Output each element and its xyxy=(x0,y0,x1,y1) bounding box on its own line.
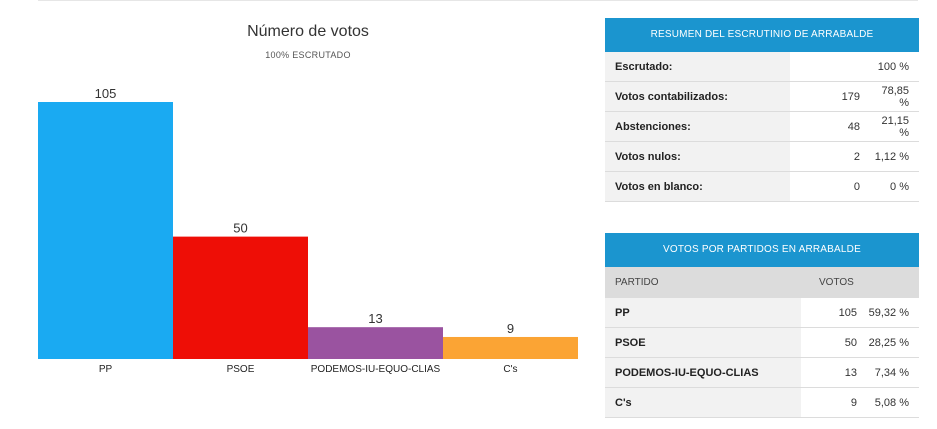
category-label: PP xyxy=(99,364,113,375)
summary-label: Escrutado: xyxy=(605,52,790,82)
summary-percent: 100 % xyxy=(870,52,919,82)
summary-percent: 0 % xyxy=(870,171,919,202)
column-votes-header: VOTOS xyxy=(801,267,919,298)
category-label: PODEMOS-IU-EQUO-CLIAS xyxy=(311,364,441,375)
bar-c-s xyxy=(443,336,578,359)
summary-row: Escrutado: 100 % xyxy=(605,52,919,82)
summary-label: Votos en blanco: xyxy=(605,171,790,202)
summary-label: Votos nulos: xyxy=(605,141,790,172)
parties-panel: VOTOS POR PARTIDOS EN ARRABALDE PARTIDO … xyxy=(605,233,919,418)
column-party-header: PARTIDO xyxy=(605,267,801,298)
summary-row: Votos contabilizados: 179 78,85 % xyxy=(605,81,919,112)
summary-count: 2 xyxy=(790,141,870,172)
parties-table: PARTIDO VOTOS PP 105 59,32 % PSOE 50 28,25 % P… xyxy=(605,267,919,418)
top-divider xyxy=(38,0,918,1)
category-label: C's xyxy=(503,364,517,375)
party-row: C's 9 5,08 % xyxy=(605,387,919,418)
party-name: PODEMOS-IU-EQUO-CLIAS xyxy=(605,357,801,388)
summary-percent: 21,15 % xyxy=(870,111,919,142)
bar-value-label: 9 xyxy=(507,321,514,336)
vote-bar-chart: Número de votos 100% ESCRUTADO 105 PP 50 PS… xyxy=(38,23,578,375)
party-name: C's xyxy=(605,387,801,418)
party-votes: 9 xyxy=(801,387,867,418)
summary-count: 48 xyxy=(790,111,870,142)
bar-value-label: 50 xyxy=(233,221,247,236)
summary-percent: 78,85 % xyxy=(870,81,919,112)
party-row: PP 105 59,32 % xyxy=(605,297,919,328)
bar-podemos-iu-equo-clias xyxy=(308,327,443,359)
party-name: PP xyxy=(605,297,801,328)
category-label: PSOE xyxy=(227,364,255,375)
party-percent: 59,32 % xyxy=(867,297,919,328)
party-percent: 7,34 % xyxy=(867,357,919,388)
summary-label: Abstenciones: xyxy=(605,111,790,142)
party-votes: 105 xyxy=(801,297,867,328)
party-percent: 28,25 % xyxy=(867,327,919,358)
party-name: PSOE xyxy=(605,327,801,358)
party-row: PODEMOS-IU-EQUO-CLIAS 13 7,34 % xyxy=(605,357,919,388)
party-row: PSOE 50 28,25 % xyxy=(605,327,919,358)
summary-label: Votos contabilizados: xyxy=(605,81,790,112)
summary-panel: RESUMEN DEL ESCRUTINIO DE ARRABALDE Escr… xyxy=(605,18,919,202)
bar-psoe xyxy=(173,236,308,359)
party-percent: 5,08 % xyxy=(867,387,919,418)
summary-row: Abstenciones: 48 21,15 % xyxy=(605,111,919,142)
summary-row: Votos nulos: 2 1,12 % xyxy=(605,141,919,172)
summary-count xyxy=(790,52,870,82)
summary-count: 0 xyxy=(790,171,870,202)
bar-value-label: 105 xyxy=(95,86,117,101)
summary-percent: 1,12 % xyxy=(870,141,919,172)
bar-pp xyxy=(38,102,173,359)
chart-subtitle: 100% ESCRUTADO xyxy=(265,50,351,60)
parties-header: VOTOS POR PARTIDOS EN ARRABALDE xyxy=(605,233,919,267)
parties-column-header: PARTIDO VOTOS xyxy=(605,267,919,298)
summary-row: Votos en blanco: 0 0 % xyxy=(605,171,919,202)
summary-table: Escrutado: 100 % Votos contabilizados: 179 7… xyxy=(605,52,919,202)
party-votes: 50 xyxy=(801,327,867,358)
party-votes: 13 xyxy=(801,357,867,388)
summary-count: 179 xyxy=(790,81,870,112)
chart-title: Número de votos xyxy=(247,23,369,40)
summary-header: RESUMEN DEL ESCRUTINIO DE ARRABALDE xyxy=(605,18,919,52)
bar-value-label: 13 xyxy=(368,311,382,326)
